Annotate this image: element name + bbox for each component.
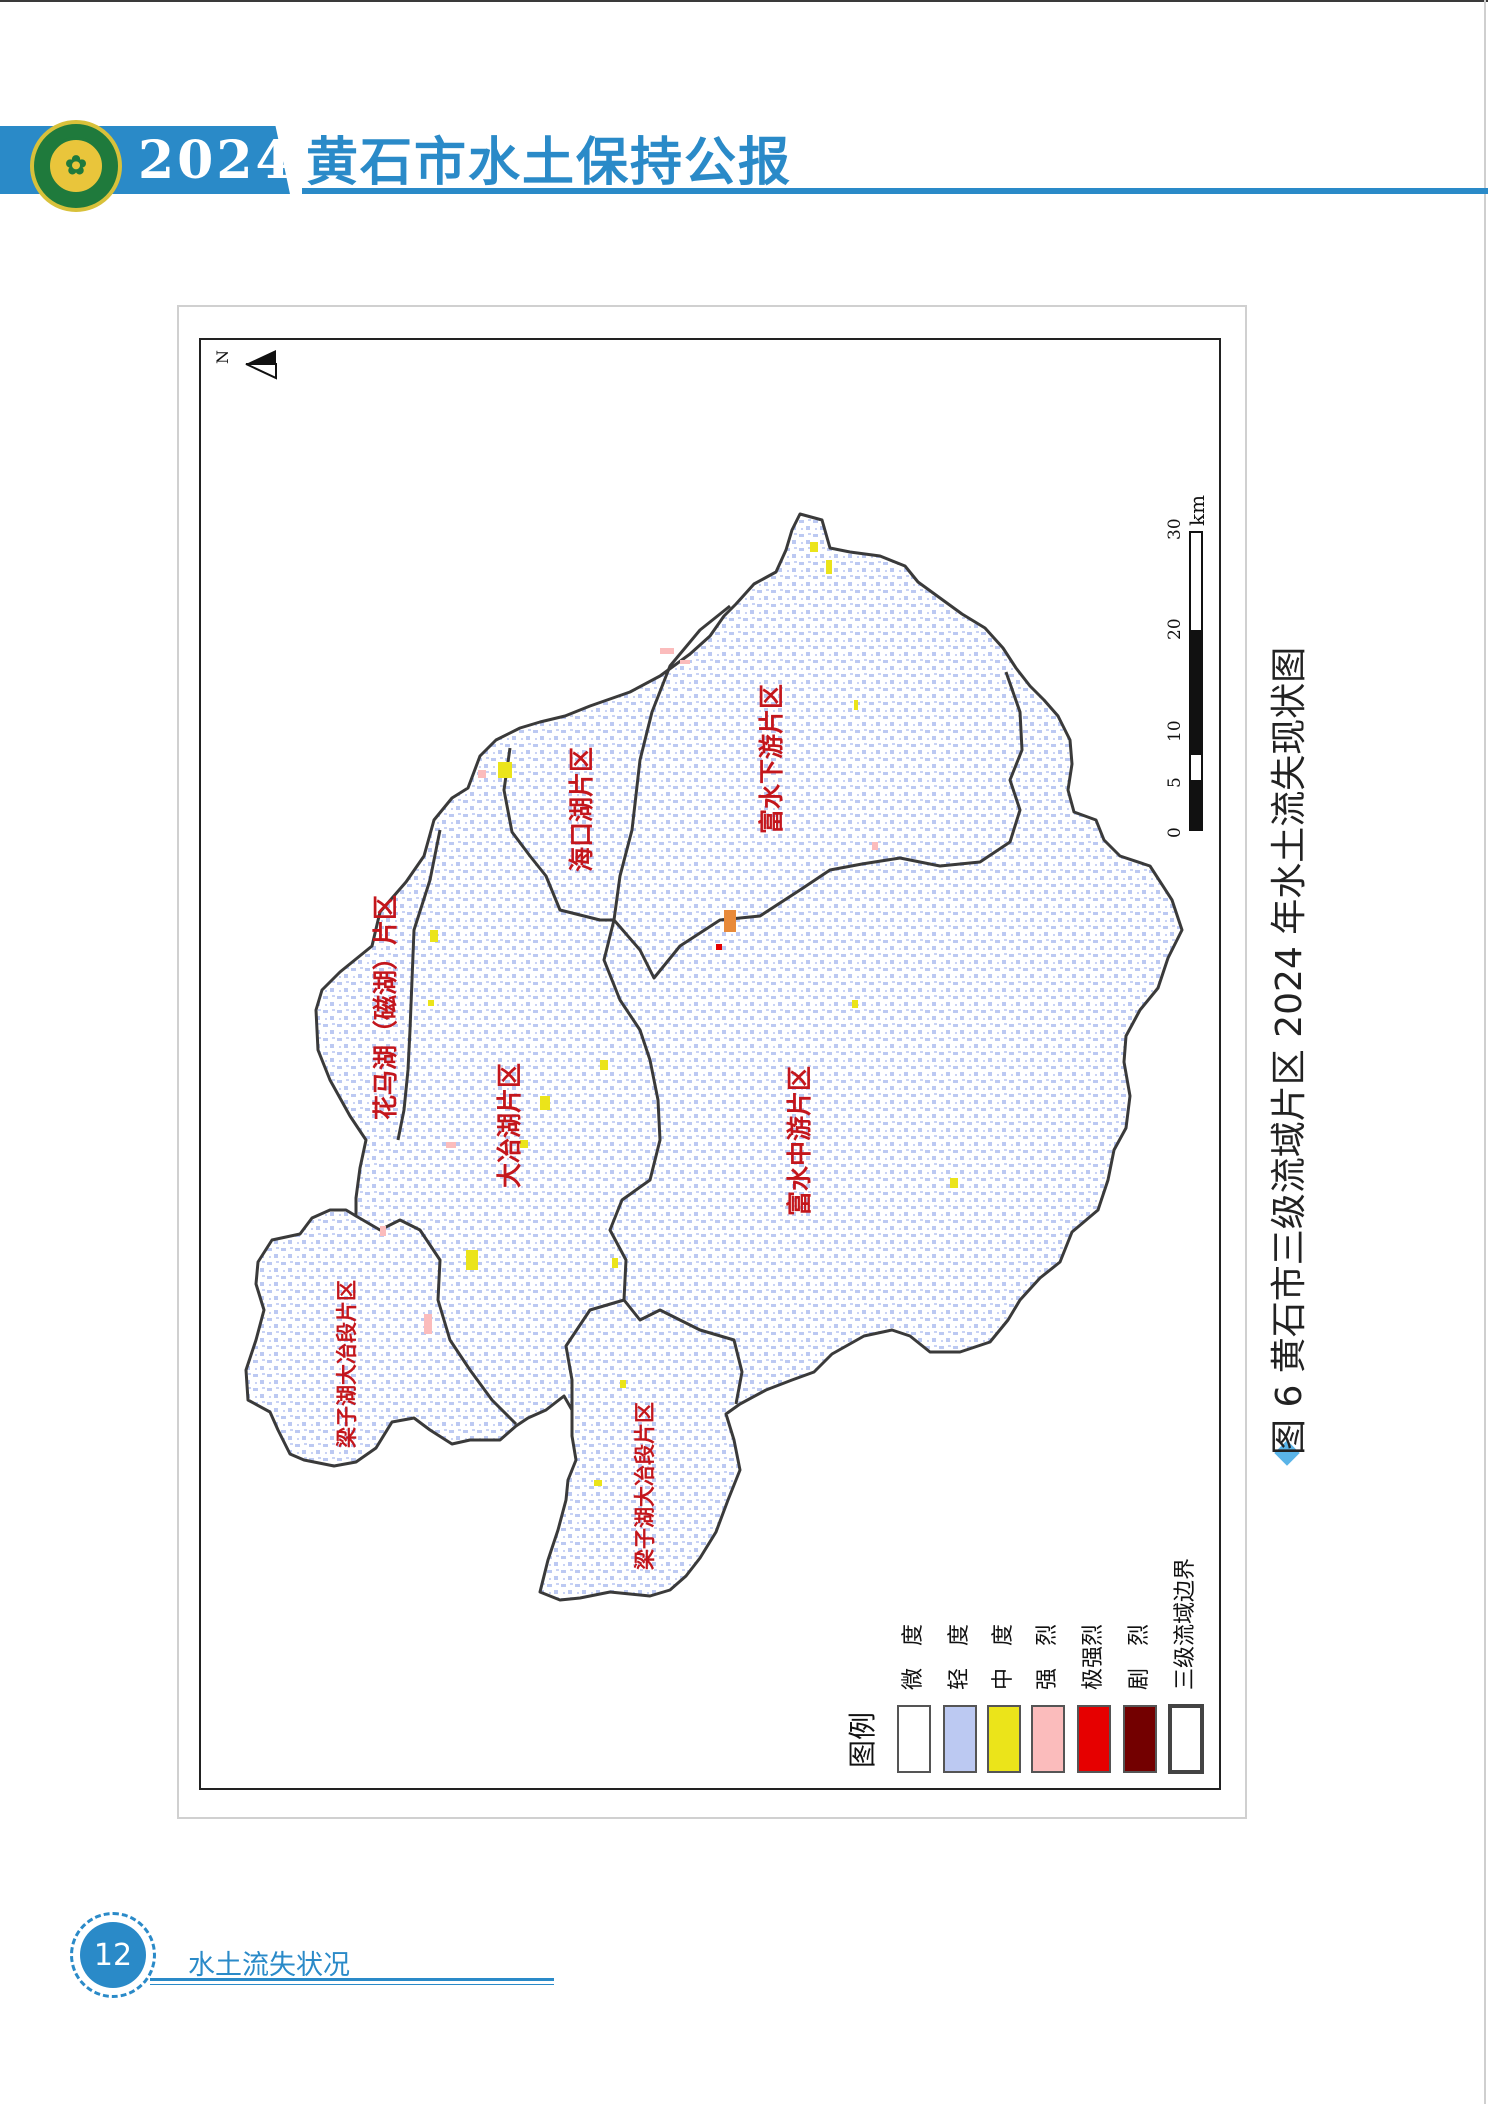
legend-swatch-boundary bbox=[1168, 1704, 1204, 1774]
legend-label-boundary: 三级流域边界 bbox=[1173, 1558, 1198, 1690]
legend-label-intense: 强 烈 bbox=[1035, 1624, 1060, 1690]
section-label: 水土流失状况 bbox=[188, 1950, 350, 1981]
region-labels: 富水下游片区 海口湖片区 花马湖（磁湖）片区 大冶湖片区 富水中游片区 梁子湖大… bbox=[334, 684, 814, 1571]
figure-caption: 图 6 黄石市三级流域片区 2024 年水土流失现状图 bbox=[1269, 646, 1310, 1455]
header-title: 黄石市水土保持公报 bbox=[306, 132, 793, 193]
north-arrow-icon: N bbox=[213, 350, 277, 380]
legend-label-severe: 剧 烈 bbox=[1127, 1624, 1152, 1690]
scale-label-0: 0 bbox=[1165, 827, 1185, 838]
scale-unit: km bbox=[1185, 495, 1209, 526]
basin-outline bbox=[244, 512, 1184, 1602]
region-label-liangzi-lower: 梁子湖大冶段片区 bbox=[632, 1402, 657, 1571]
boundary-fushui-lower bbox=[612, 604, 1024, 980]
map-inner-frame bbox=[199, 338, 1221, 1790]
legend-swatch-intense bbox=[1031, 1705, 1065, 1773]
region-label-daye: 大冶湖片区 bbox=[495, 1063, 524, 1188]
north-label: N bbox=[213, 350, 232, 364]
footer-rule-thin bbox=[150, 1984, 554, 1985]
legend-title: 图例 bbox=[846, 1712, 879, 1768]
legend-label-light: 轻 度 bbox=[947, 1624, 972, 1690]
scale-label-10: 10 bbox=[1165, 720, 1185, 742]
header-year: 2024 bbox=[138, 130, 295, 191]
page-number-badge: 12 bbox=[70, 1912, 156, 1998]
legend-swatch-moderate bbox=[987, 1705, 1021, 1773]
boundary-huama bbox=[396, 829, 442, 1141]
header-rule bbox=[302, 188, 1488, 194]
legend-label-moderate: 中 度 bbox=[991, 1624, 1016, 1690]
boundary-daye-fushui-mid bbox=[602, 919, 744, 1405]
legend-swatch-slight bbox=[897, 1705, 931, 1773]
top-border bbox=[0, 0, 1488, 2]
region-label-fushui-mid: 富水中游片区 bbox=[785, 1066, 814, 1216]
scale-bar: 0 5 10 20 30 km bbox=[1165, 495, 1209, 838]
footer-rule bbox=[150, 1978, 554, 1981]
legend: 图例 微 度 轻 度 中 度 强 烈 极强烈 剧 烈 三级流域边界 bbox=[846, 1558, 1204, 1774]
legend-swatch-light bbox=[943, 1705, 977, 1773]
boundary-liangzi-lower bbox=[564, 1298, 625, 1410]
erosion-patches bbox=[380, 542, 958, 1486]
scale-label-30: 30 bbox=[1165, 518, 1185, 540]
scale-label-20: 20 bbox=[1165, 618, 1185, 640]
emblem-center-icon: ✿ bbox=[47, 137, 105, 195]
legend-swatch-very-intense bbox=[1077, 1705, 1111, 1773]
right-border bbox=[1484, 0, 1486, 2104]
page-number: 12 bbox=[80, 1922, 146, 1988]
region-label-fushui-lower: 富水下游片区 bbox=[757, 684, 786, 834]
region-label-huama: 花马湖（磁湖）片区 bbox=[371, 895, 400, 1120]
scale-label-5: 5 bbox=[1165, 777, 1185, 788]
soil-conservation-emblem-icon: ✿ bbox=[30, 120, 122, 212]
legend-label-very-intense: 极强烈 bbox=[1081, 1624, 1106, 1690]
sub-basin-boundaries bbox=[355, 604, 1024, 1426]
region-label-haikou: 海口湖片区 bbox=[567, 747, 596, 872]
boundary-haikou bbox=[502, 747, 614, 922]
region-label-liangzi-upper: 梁子湖大冶段片区 bbox=[334, 1280, 359, 1449]
boundary-liangzi-upper bbox=[355, 1214, 518, 1426]
map-outer-frame bbox=[177, 305, 1247, 1819]
legend-label-slight: 微 度 bbox=[901, 1624, 926, 1690]
legend-swatch-severe bbox=[1123, 1705, 1157, 1773]
